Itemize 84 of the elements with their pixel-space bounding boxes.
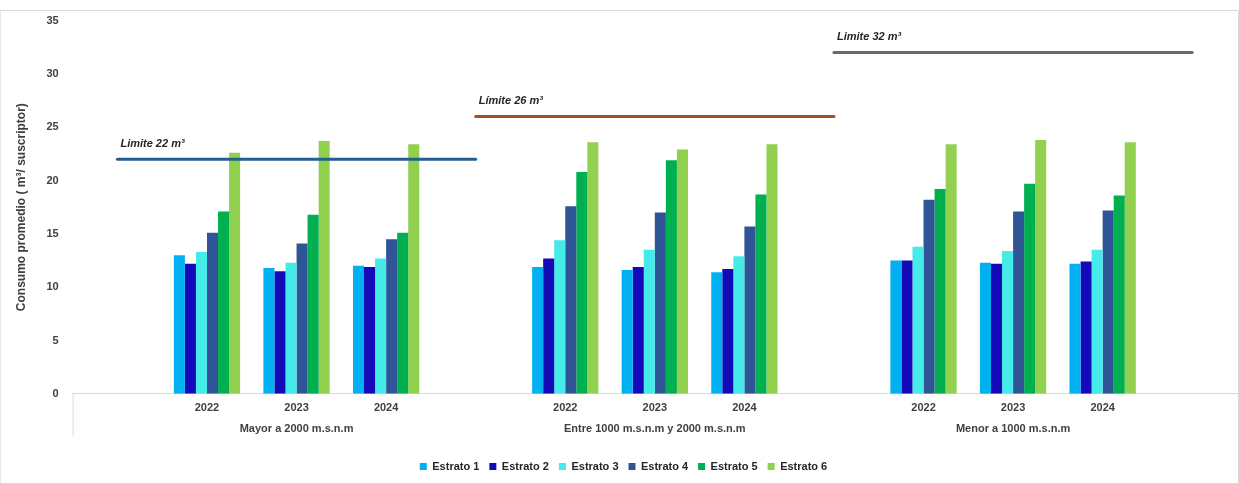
y-tick-label: 15	[46, 226, 59, 239]
x-tick-label: 2024	[373, 401, 400, 414]
bar	[632, 266, 644, 394]
bar	[218, 211, 230, 394]
bar	[173, 255, 185, 394]
bar	[532, 266, 544, 394]
y-tick-label: 10	[46, 280, 59, 293]
bar	[554, 240, 566, 394]
bar	[386, 239, 398, 394]
legend-label: Estrato 4	[641, 459, 689, 472]
bar	[1002, 250, 1014, 394]
bar	[543, 258, 555, 394]
bar	[352, 265, 365, 394]
bar	[296, 243, 308, 394]
bar	[195, 251, 207, 394]
bar	[923, 199, 935, 394]
y-tick-label: 5	[52, 333, 59, 346]
bar	[1113, 195, 1125, 394]
bar	[1024, 183, 1036, 394]
bar	[318, 141, 330, 394]
bar	[901, 260, 913, 394]
bar	[408, 144, 420, 394]
text: Entre 1000 m.s.n.m y 2000 m.s.n.m	[564, 421, 746, 434]
y-axis-title: Consumo promedio ( m³/ suscriptor)	[13, 103, 28, 312]
bar	[1102, 210, 1114, 394]
bar	[274, 271, 286, 394]
bar	[307, 214, 319, 394]
x-tick-label: 2023	[1000, 401, 1026, 414]
bar	[1035, 140, 1047, 394]
bar	[744, 226, 756, 394]
bar	[990, 263, 1003, 394]
bar	[229, 152, 241, 394]
bar	[397, 232, 409, 394]
bar	[934, 189, 946, 394]
bar	[1069, 263, 1081, 394]
text: Menor a 1000 m.s.n.m	[955, 421, 1071, 434]
y-tick-label: 35	[46, 13, 59, 26]
bar	[676, 149, 688, 394]
x-tick-label: 2022	[553, 401, 578, 414]
bar	[1080, 261, 1092, 394]
x-tick-label: 2023	[284, 401, 309, 414]
bar	[912, 246, 924, 394]
text: Mayor a 2000 m.s.n.m	[239, 421, 354, 434]
y-tick-label: 0	[52, 386, 59, 399]
bar	[206, 232, 219, 394]
bar	[364, 266, 376, 394]
bar	[945, 144, 957, 394]
bar	[665, 160, 677, 394]
bar	[979, 262, 991, 394]
bar	[184, 263, 196, 394]
bar	[375, 258, 387, 394]
bar	[1091, 249, 1103, 394]
x-tick-label: 2024	[732, 401, 758, 414]
bar	[263, 267, 275, 394]
y-tick-label: 20	[46, 173, 59, 186]
bar	[643, 249, 655, 394]
bar	[587, 142, 599, 394]
legend-label: Estrato 6	[780, 459, 828, 472]
x-tick-label: 2022	[911, 401, 936, 414]
bar	[722, 269, 734, 394]
bar	[621, 270, 633, 394]
x-tick-label: 2022	[194, 401, 220, 414]
y-tick-label: 30	[46, 66, 59, 79]
legend-label: Estrato 3	[571, 459, 619, 472]
x-tick-label: 2023	[642, 401, 668, 414]
ref-line-label: Limite 32 m³	[836, 30, 902, 43]
bar	[766, 144, 778, 394]
y-tick-label: 25	[46, 120, 59, 133]
x-tick-label: 2024	[1090, 401, 1116, 414]
legend-label: Estrato 5	[710, 459, 758, 472]
bar	[285, 262, 297, 394]
bar	[654, 212, 666, 394]
bar	[755, 194, 767, 394]
bar	[890, 260, 902, 394]
ref-line-label: Limite 22 m³	[120, 136, 185, 149]
bar	[733, 256, 745, 394]
bar	[1124, 142, 1136, 394]
ref-line-label: Límite 26 m³	[478, 94, 544, 107]
bar	[1013, 211, 1025, 394]
bar	[576, 172, 588, 394]
bar	[565, 206, 577, 394]
bar	[711, 272, 723, 394]
legend-label: Estrato 2	[501, 459, 549, 472]
legend-label: Estrato 1	[432, 459, 480, 472]
